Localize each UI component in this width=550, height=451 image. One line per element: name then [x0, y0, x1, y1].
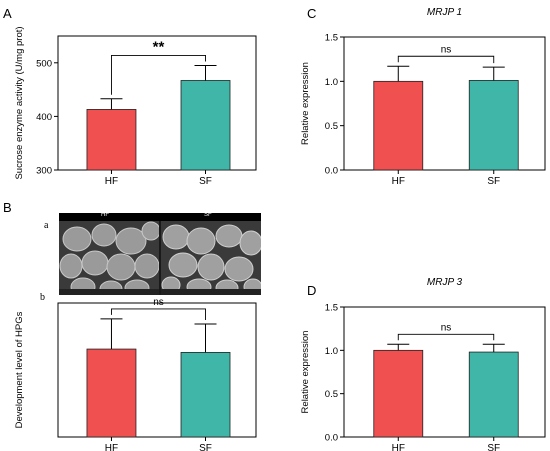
- bar-sf: [180, 352, 231, 438]
- sem-micrograph: HF SF: [59, 213, 261, 295]
- x-tick-label: SF: [199, 176, 212, 187]
- chart-a: 300 400 500 Sucrose enzyme activity (U/mg p…: [14, 26, 257, 187]
- bar-sf: [468, 351, 519, 438]
- y-tick-label: 1.0: [325, 77, 338, 88]
- significance-label: ns: [441, 44, 452, 55]
- significance-label: ns: [441, 322, 452, 333]
- micrograph-sf-image: [161, 221, 261, 295]
- micrograph-header: [59, 213, 261, 221]
- y-tick-label: 300: [36, 166, 52, 177]
- plot-frame: [57, 302, 257, 438]
- x-tick-label: HF: [105, 176, 118, 187]
- y-tick-label: 1.5: [325, 303, 338, 314]
- significance-bracket: [397, 55, 495, 64]
- bar-sf: [468, 80, 519, 171]
- bar-hf: [373, 80, 424, 171]
- significance-label: ns: [153, 297, 164, 308]
- subpanel-label-b: b: [40, 292, 45, 303]
- panel-label-b: B: [3, 200, 12, 215]
- plot-frame: [343, 36, 546, 171]
- y-tick-label: 1.5: [325, 33, 338, 44]
- y-tick-label: 0.0: [325, 166, 338, 177]
- bar-hf: [86, 109, 137, 171]
- y-tick-label: 1.0: [325, 346, 338, 357]
- y-axis-label: Sucrose enzyme activity (U/mg prot): [14, 26, 25, 179]
- y-tick-label: 0.5: [325, 389, 338, 400]
- chart-bb: Development level of HPGs HF SF ns: [14, 297, 257, 451]
- y-tick-label: 400: [36, 112, 52, 123]
- chart-d: 0.0 0.5 1.0 1.5 Relative expression MRJP 3 HF S…: [300, 277, 546, 451]
- x-tick-label: SF: [199, 443, 212, 451]
- significance-label: **: [153, 38, 165, 55]
- micrograph-label-sf: SF: [204, 213, 212, 218]
- significance-bracket: [111, 55, 206, 95]
- subpanel-label-a: a: [44, 220, 49, 231]
- plot-frame: [343, 306, 546, 438]
- chart-title: MRJP 1: [427, 7, 462, 18]
- y-tick-label: 0.0: [325, 433, 338, 444]
- significance-bracket: [397, 333, 495, 341]
- x-tick-label: HF: [105, 443, 118, 451]
- bar-hf: [373, 349, 424, 438]
- x-tick-label: SF: [487, 443, 500, 451]
- y-axis-label: Development level of HPGs: [14, 311, 25, 428]
- y-tick-label: 500: [36, 58, 52, 69]
- panel-label-a: A: [3, 6, 12, 21]
- significance-bracket: [111, 308, 206, 320]
- x-tick-label: HF: [392, 176, 405, 187]
- micrograph-label-hf: HF: [101, 213, 109, 218]
- panel-label-d: D: [307, 283, 316, 298]
- bar-sf: [180, 80, 231, 171]
- y-axis-label: Relative expression: [300, 331, 311, 414]
- bar-hf: [86, 348, 137, 438]
- chart-c: 0.0 0.5 1.0 1.5 Relative expression MRJP 1 HF S…: [300, 7, 546, 187]
- y-axis-label: Relative expression: [300, 62, 311, 145]
- micrograph-hf-image: [59, 221, 159, 295]
- panel-label-c: C: [307, 6, 316, 21]
- x-tick-label: SF: [487, 176, 500, 187]
- plot-frame: [57, 35, 257, 171]
- chart-title: MRJP 3: [427, 277, 463, 288]
- x-tick-label: HF: [392, 443, 405, 451]
- y-tick-label: 0.5: [325, 121, 338, 132]
